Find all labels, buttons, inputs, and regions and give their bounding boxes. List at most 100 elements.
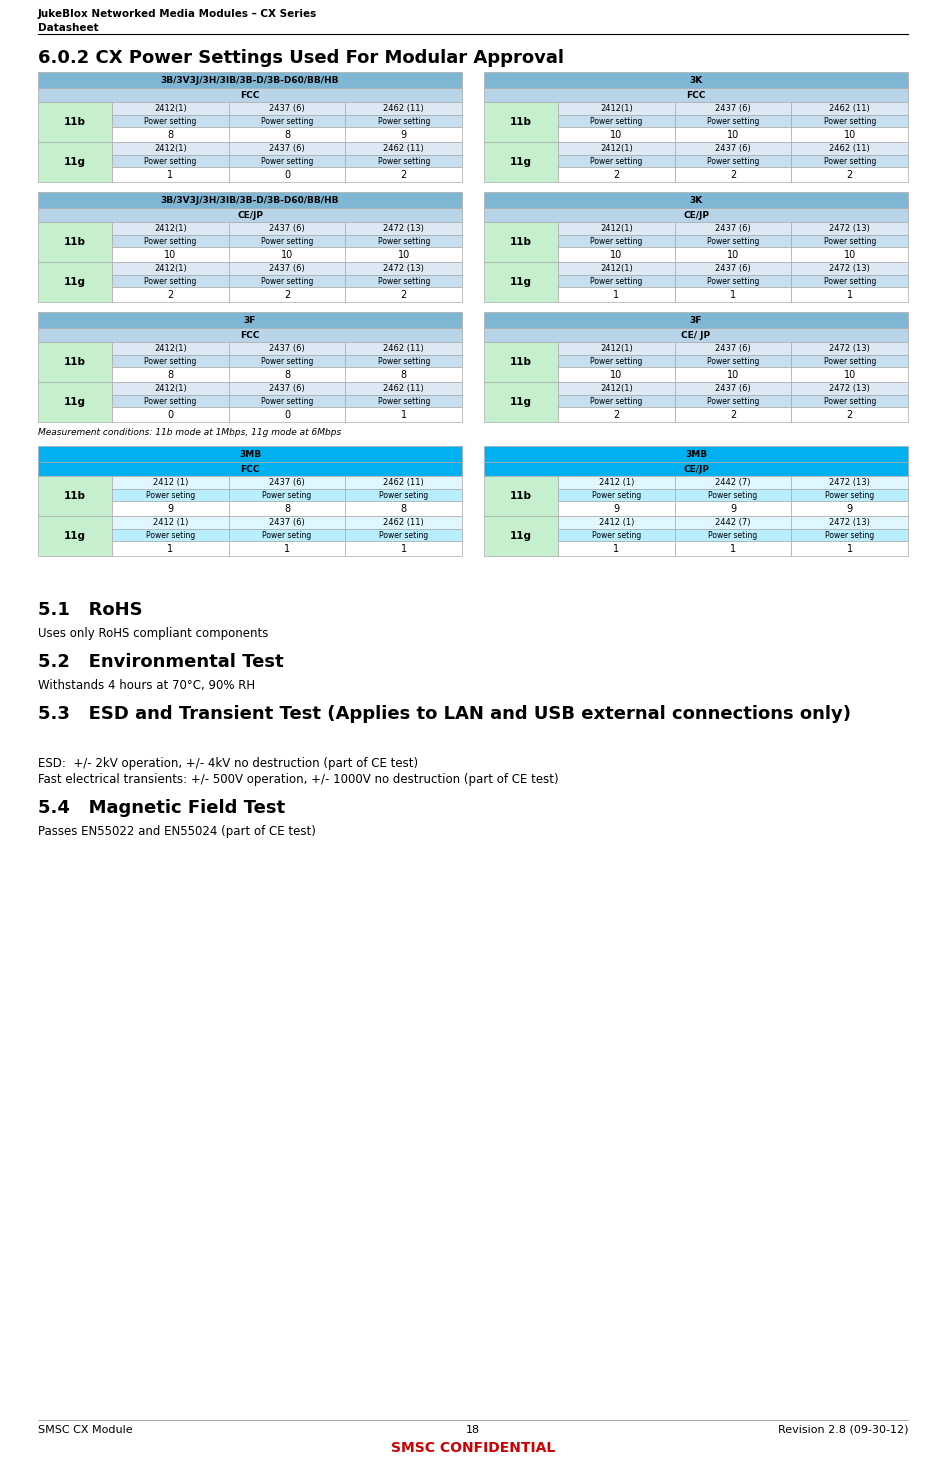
Bar [792,475,908,488]
Bar [484,87,908,102]
Text: 2437 (6): 2437 (6) [715,225,751,233]
Bar [38,192,462,208]
Text: Power seting: Power seting [825,531,874,539]
Bar [484,192,908,208]
Bar [792,343,908,354]
Bar [38,87,462,102]
Text: 5.1   RoHS: 5.1 RoHS [38,601,143,620]
Text: 11g: 11g [64,397,86,407]
Bar [229,407,345,421]
Bar [345,488,462,502]
Bar [345,502,462,516]
Bar [229,529,345,541]
Text: 2462 (11): 2462 (11) [383,518,424,526]
Bar [792,155,908,168]
Bar [229,102,345,115]
Bar [792,276,908,287]
Text: 11b: 11b [510,117,532,127]
Bar [38,462,462,475]
Text: ESD:  +/- 2kV operation, +/- 4kV no destruction (part of CE test): ESD: +/- 2kV operation, +/- 4kV no destr… [38,757,418,770]
Bar [229,367,345,382]
Text: 1: 1 [284,544,290,554]
Text: Power seting: Power seting [262,531,312,539]
Text: Power setting: Power setting [377,117,429,125]
Text: 2472 (13): 2472 (13) [830,478,870,487]
Bar [345,168,462,182]
Bar [558,529,674,541]
Text: 3K: 3K [690,195,703,204]
Text: Power setting: Power setting [824,397,876,405]
Bar [38,382,113,421]
Bar [345,382,462,395]
Text: 2437 (6): 2437 (6) [715,144,751,153]
Bar [229,262,345,276]
Text: 2472 (13): 2472 (13) [830,383,870,394]
Text: 11b: 11b [510,491,532,502]
Text: 0: 0 [284,169,290,179]
Bar [345,367,462,382]
Text: 2437 (6): 2437 (6) [270,478,305,487]
Text: 18: 18 [466,1424,480,1435]
Text: 11b: 11b [64,238,86,246]
Text: Power setting: Power setting [145,236,197,245]
Text: 3MB: 3MB [239,449,261,458]
Bar [345,102,462,115]
Bar [38,328,462,343]
Text: Datasheet: Datasheet [38,23,98,34]
Text: Power setting: Power setting [145,117,197,125]
Bar [345,222,462,235]
Text: 2442 (7): 2442 (7) [715,518,751,526]
Bar [113,343,229,354]
Text: Power setting: Power setting [590,357,642,366]
Text: 11g: 11g [510,277,532,287]
Text: Power setting: Power setting [261,357,313,366]
Bar [792,395,908,407]
Bar [674,354,792,367]
Text: 10: 10 [844,130,856,140]
Bar [229,246,345,262]
Text: Power setting: Power setting [824,117,876,125]
Bar [558,155,674,168]
Text: 2462 (11): 2462 (11) [383,144,424,153]
Text: 2: 2 [167,290,174,299]
Text: Power setting: Power setting [261,156,313,166]
Bar [674,488,792,502]
Text: Power setting: Power setting [707,236,760,245]
Text: Withstands 4 hours at 70°C, 90% RH: Withstands 4 hours at 70°C, 90% RH [38,679,255,693]
Bar [113,395,229,407]
Text: 2462 (11): 2462 (11) [383,383,424,394]
Text: 2: 2 [284,290,290,299]
Text: Power setting: Power setting [261,397,313,405]
Text: 11g: 11g [64,277,86,287]
Bar [113,102,229,115]
Text: 2412(1): 2412(1) [154,383,187,394]
Bar [484,208,908,222]
Bar [558,287,674,302]
Bar [674,115,792,127]
Text: 2412 (1): 2412 (1) [153,518,188,526]
Bar [345,395,462,407]
Bar [558,168,674,182]
Text: 10: 10 [844,249,856,260]
Bar [229,541,345,555]
Text: Power seting: Power seting [379,531,429,539]
Bar [792,367,908,382]
Bar [674,541,792,555]
Bar [113,407,229,421]
Bar [558,235,674,246]
Text: 2437 (6): 2437 (6) [715,383,751,394]
Text: 2412(1): 2412(1) [154,264,187,273]
Bar [792,127,908,141]
Text: Power seting: Power seting [709,490,758,500]
Bar [558,115,674,127]
Text: 2437 (6): 2437 (6) [270,518,305,526]
Bar [345,343,462,354]
Text: 2: 2 [613,410,620,420]
Text: 1: 1 [613,290,620,299]
Bar [558,222,674,235]
Bar [38,312,462,328]
Bar [674,343,792,354]
Text: 11b: 11b [510,238,532,246]
Bar [113,235,229,246]
Text: Power setting: Power setting [377,277,429,286]
